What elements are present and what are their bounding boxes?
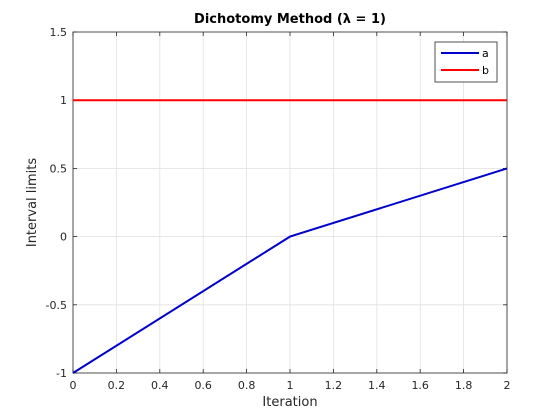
chart-title: Dichotomy Method (λ = 1) bbox=[194, 12, 386, 27]
y-axis-label: Interval limits bbox=[25, 158, 40, 248]
x-tick-label: 0.2 bbox=[108, 379, 126, 392]
x-tick-label: 0.6 bbox=[194, 379, 212, 392]
x-axis-label: Iteration bbox=[262, 395, 317, 410]
x-tick-label: 1.4 bbox=[368, 379, 386, 392]
legend-label-b: b bbox=[482, 64, 489, 77]
x-tick-label: 0.4 bbox=[151, 379, 169, 392]
y-tick-label: 1.5 bbox=[50, 26, 68, 39]
series-line-a bbox=[72, 167, 508, 374]
x-tick-label: 1.2 bbox=[325, 379, 343, 392]
x-tick-label: 2 bbox=[504, 379, 511, 392]
legend-box bbox=[434, 41, 498, 83]
y-tick-label: 0.5 bbox=[50, 162, 68, 175]
y-tick-label: 0 bbox=[60, 231, 67, 244]
y-tick-label: -1 bbox=[56, 367, 67, 380]
x-tick-label: 1.8 bbox=[455, 379, 473, 392]
ticks: 0 0.2 0.4 0.6 0.8 1 1.2 1.4 1.6 1.8 2 -1 -0.5 0 0.5 1 1.… bbox=[46, 26, 511, 392]
series bbox=[72, 99, 508, 374]
y-tick-label: 1 bbox=[60, 94, 67, 107]
x-tick-label: 1.6 bbox=[411, 379, 429, 392]
legend: ab bbox=[434, 41, 498, 83]
x-tick-label: 1 bbox=[287, 379, 294, 392]
x-tick-label: 0.8 bbox=[238, 379, 256, 392]
legend-label-a: a bbox=[482, 47, 489, 60]
x-tick-label: 0 bbox=[70, 379, 77, 392]
y-tick-label: -0.5 bbox=[46, 299, 67, 312]
